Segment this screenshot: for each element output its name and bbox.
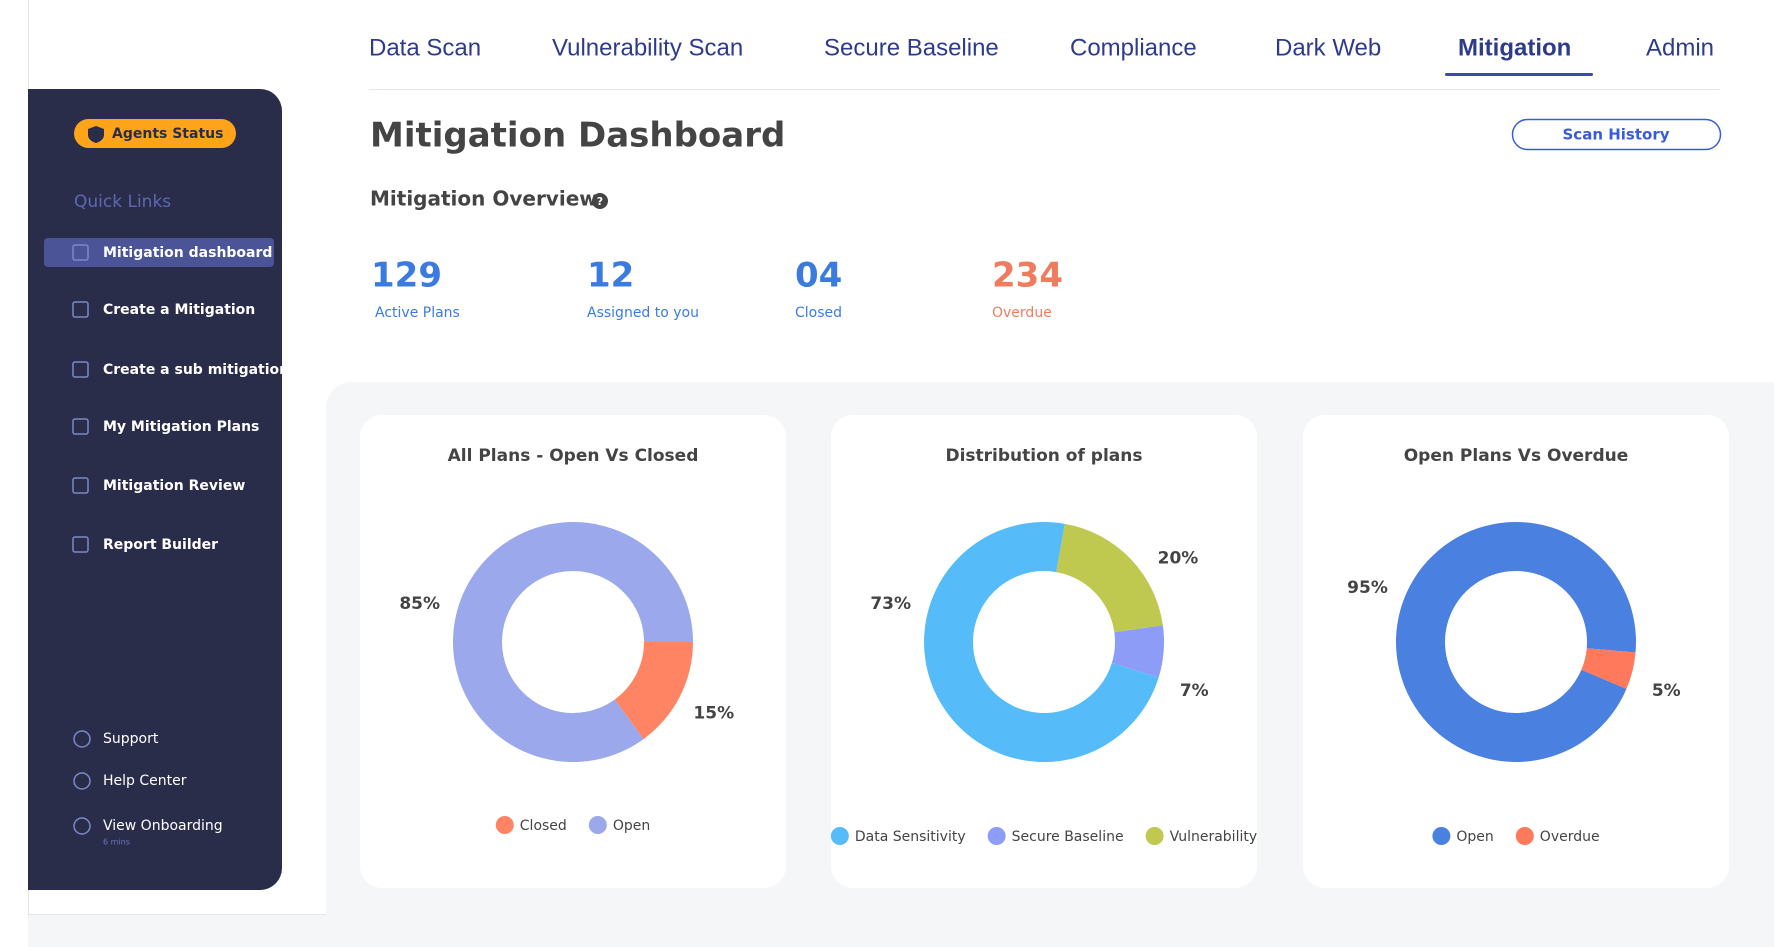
nav-tab[interactable]: Vulnerability Scan <box>552 34 743 61</box>
donut-segment <box>1056 523 1163 633</box>
stat-label: Overdue <box>992 305 1052 321</box>
donut-segment <box>1395 522 1636 763</box>
scan-history-label: Scan History <box>1563 126 1670 144</box>
active-underline <box>1445 73 1593 76</box>
link-icon <box>72 361 89 378</box>
card <box>1303 415 1729 888</box>
footer-icon <box>73 817 91 835</box>
quick-links-title: Quick Links <box>74 192 171 212</box>
link-icon <box>72 244 89 261</box>
chart-title: Distribution of plans <box>945 446 1142 466</box>
value-label: 95% <box>1347 578 1388 598</box>
footer-link[interactable]: Help Center <box>103 773 187 789</box>
legend-label[interactable]: Open <box>1456 829 1493 845</box>
overview-title: Mitigation Overview <box>370 187 598 211</box>
legend-label[interactable]: Open <box>613 818 650 834</box>
agents-status-pill[interactable] <box>74 119 236 148</box>
nav-tab[interactable]: Secure Baseline <box>824 34 999 61</box>
legend-swatch <box>1145 827 1164 845</box>
chart-title: Open Plans Vs Overdue <box>1404 446 1629 466</box>
chart-card: Distribution of plans 73% 7% 20% Data Sensit… <box>830 415 1258 888</box>
nav-tab[interactable]: Compliance <box>1070 34 1197 61</box>
footer-link[interactable]: View Onboarding <box>103 818 223 834</box>
agents-status-text: Agents Status <box>112 126 223 142</box>
donut-segment <box>924 522 1159 762</box>
sidebar-link[interactable]: Create a sub mitigation <box>103 362 289 378</box>
stat-label: Closed <box>795 305 842 321</box>
legend-label[interactable]: Secure Baseline <box>1012 829 1124 845</box>
stat-value: 234 <box>992 256 1063 296</box>
info-icon-glyph: ? <box>597 195 603 208</box>
donut-segment <box>1581 648 1636 689</box>
legend: Data Sensitivity Secure Baseline Vulnerabi… <box>830 827 1258 845</box>
legend-swatch <box>495 816 514 834</box>
sidebar-link[interactable]: Create a Mitigation <box>103 302 255 318</box>
onboarding-duration: 6 mins <box>103 838 130 847</box>
footer-icon <box>73 730 91 748</box>
link-icon <box>72 418 89 435</box>
legend-swatch <box>987 827 1006 845</box>
info-icon[interactable] <box>592 193 608 209</box>
value-label: 73% <box>870 594 911 614</box>
value-label: 5% <box>1652 681 1681 701</box>
legend-swatch <box>830 827 849 845</box>
sidebar-link[interactable]: Mitigation Review <box>103 478 245 494</box>
legend-label[interactable]: Data Sensitivity <box>855 829 966 845</box>
page-title: Mitigation Dashboard <box>370 116 785 156</box>
shield-icon <box>88 126 104 143</box>
legend-label[interactable]: Vulnerability <box>1170 829 1258 845</box>
sidebar: Agents Status Quick Links Mitigation das… <box>28 89 289 890</box>
legend-swatch <box>1515 827 1534 845</box>
link-icon <box>72 536 89 553</box>
link-icon <box>72 301 89 318</box>
legend-label[interactable]: Closed <box>520 818 567 834</box>
stat-label: Active Plans <box>375 305 460 321</box>
value-label: 7% <box>1180 681 1209 701</box>
legend: Open Overdue <box>1432 827 1600 845</box>
nav-tab[interactable]: Dark Web <box>1275 34 1381 61</box>
nav-tab[interactable]: Admin <box>1646 34 1714 61</box>
sidebar-link[interactable]: Report Builder <box>103 537 218 553</box>
nav-tab[interactable]: Data Scan <box>369 34 481 61</box>
stat-label: Assigned to you <box>587 305 699 321</box>
stat-value: 04 <box>795 256 842 296</box>
sidebar-link[interactable]: Mitigation dashboard <box>103 245 272 261</box>
scan-history-button[interactable] <box>1511 118 1722 151</box>
card <box>831 415 1257 888</box>
stat-value: 12 <box>587 256 634 296</box>
footer-links: Support Help Center View Onboarding <box>73 730 223 835</box>
legend-label[interactable]: Overdue <box>1540 829 1600 845</box>
charts: All Plans - Open Vs Closed 15% 85% Closed Op… <box>360 415 1729 888</box>
chart-card: Open Plans Vs Overdue 95% 5% Open Overdue <box>1303 415 1729 888</box>
overview-stats: 129 Active Plans 12 Assigned to you 04 Closed… <box>371 256 1063 322</box>
donut-segment <box>1111 625 1164 678</box>
active-link-bg <box>44 238 274 267</box>
stat-value: 129 <box>371 256 442 296</box>
chart-card: All Plans - Open Vs Closed 15% 85% Closed Op… <box>360 415 786 888</box>
legend: Closed Open <box>495 816 650 834</box>
card <box>360 415 786 888</box>
value-label: 20% <box>1158 548 1199 568</box>
link-icon <box>72 477 89 494</box>
value-label: 15% <box>693 704 734 724</box>
sidebar-panel <box>28 89 282 890</box>
sidebar-link[interactable]: My Mitigation Plans <box>103 419 259 435</box>
top-nav: Data Scan Vulnerability Scan Secure Base… <box>369 34 1720 90</box>
footer-icon <box>73 772 91 790</box>
legend-swatch <box>588 816 607 834</box>
nav-tab-active[interactable]: Mitigation <box>1458 34 1571 61</box>
footer-link[interactable]: Support <box>103 731 159 747</box>
value-label: 85% <box>399 594 440 614</box>
legend-swatch <box>1432 827 1451 845</box>
donut-segment <box>614 642 693 740</box>
chart-title: All Plans - Open Vs Closed <box>448 446 699 466</box>
quick-links: Mitigation dashboard Create a Mitigation C… <box>72 244 289 553</box>
donut-segment <box>453 522 693 763</box>
